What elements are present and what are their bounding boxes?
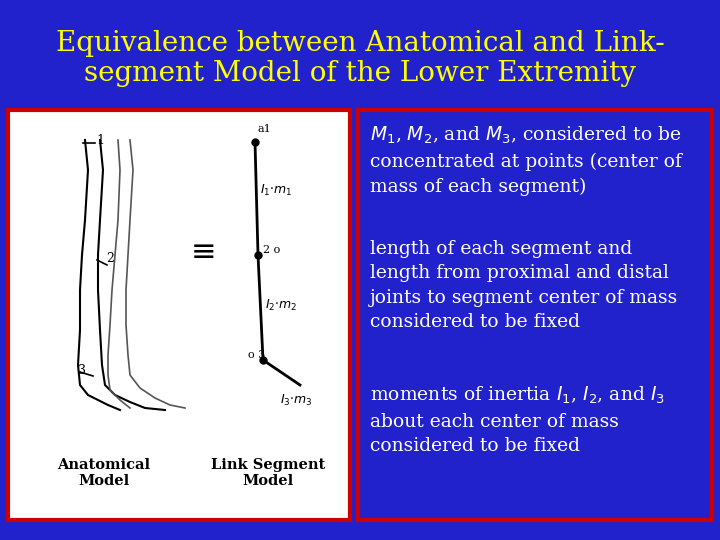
Text: $I_2$·$m_2$: $I_2$·$m_2$ [265, 298, 297, 313]
Text: segment Model of the Lower Extremity: segment Model of the Lower Extremity [84, 60, 636, 87]
Text: 3: 3 [78, 363, 86, 376]
Text: $I_1$·$m_1$: $I_1$·$m_1$ [260, 183, 292, 198]
Text: 1: 1 [96, 133, 104, 146]
Bar [358, 110, 712, 520]
Text: Anatomical
Model: Anatomical Model [57, 458, 150, 488]
Text: a1: a1 [258, 124, 271, 134]
Text: 2 o: 2 o [263, 245, 280, 255]
Text: Link Segment
Model: Link Segment Model [211, 458, 325, 488]
Text: moments of inertia $I_1$, $I_2$, and $I_3$
about each center of mass
considered : moments of inertia $I_1$, $I_2$, and $I_… [370, 385, 665, 455]
Text: $\equiv$: $\equiv$ [185, 235, 215, 265]
Text: $I_3$·$m_3$: $I_3$·$m_3$ [280, 393, 312, 408]
Bar [8, 110, 350, 520]
Text: length of each segment and
length from proximal and distal
joints to segment cen: length of each segment and length from p… [370, 240, 678, 331]
Text: o 3: o 3 [248, 350, 265, 360]
Text: Equivalence between Anatomical and Link-: Equivalence between Anatomical and Link- [55, 30, 665, 57]
Text: 2: 2 [106, 252, 114, 265]
Text: $M_1$, $M_2$, and $M_3$, considered to be
concentrated at points (center of
mass: $M_1$, $M_2$, and $M_3$, considered to b… [370, 125, 682, 195]
